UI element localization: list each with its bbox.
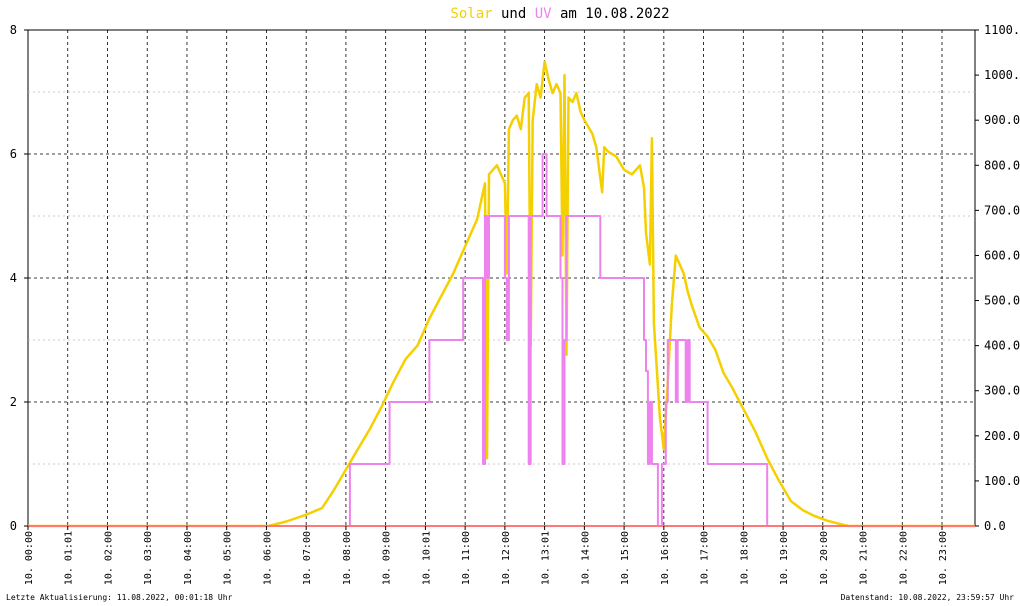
grid: [28, 30, 975, 526]
title-solar: Solar: [450, 6, 492, 22]
series-uv-line: [28, 153, 975, 527]
x-tick-label: 10. 23:00: [938, 531, 949, 585]
x-tick-label: 10. 09:00: [382, 531, 393, 585]
y-right-tick-label: 800.0: [984, 158, 1020, 172]
y-right-tick-label: 100.0: [984, 474, 1020, 488]
title-date: am 10.08.2022: [552, 6, 670, 22]
x-tick-label: 10. 00:00: [24, 531, 35, 585]
x-tick-label: 10. 13:01: [541, 531, 552, 585]
y-right-tick-label: 200.0: [984, 429, 1020, 443]
y-right-tick-label: 600.0: [984, 248, 1020, 262]
y-left-tick-label: 0: [10, 519, 17, 533]
x-tick-label: 10. 21:00: [859, 531, 870, 585]
x-tick-label: 10. 04:00: [183, 531, 194, 585]
x-tick-label: 10. 15:00: [620, 531, 631, 585]
title-uv: UV: [535, 6, 552, 22]
y-right-tick-label: 1100.0: [984, 23, 1020, 37]
y-right-tick-label: 500.0: [984, 294, 1020, 308]
x-tick-label: 10. 14:00: [580, 531, 591, 585]
x-tick-label: 10. 07:00: [302, 531, 313, 585]
y-left-tick-label: 2: [10, 395, 17, 409]
x-tick-label: 10. 03:00: [143, 531, 154, 585]
x-tick-label: 10. 01:01: [64, 531, 75, 585]
x-tick-label: 10. 20:00: [819, 531, 830, 585]
x-tick-label: 10. 02:00: [103, 531, 114, 585]
y-right-tick-label: 1000.0: [984, 68, 1020, 82]
last-update-text: Letzte Aktualisierung: 11.08.2022, 00:01…: [6, 593, 233, 602]
series-solar-line: [28, 60, 975, 528]
series-layer: [28, 60, 975, 528]
x-tick-label: 10. 11:00: [461, 531, 472, 585]
y-right-tick-label: 900.0: [984, 113, 1020, 127]
y-right-tick-label: 700.0: [984, 203, 1020, 217]
chart-title: Solar und UV am 10.08.2022: [450, 6, 669, 22]
y-left-tick-label: 6: [10, 147, 17, 161]
y-right-tick-label: 400.0: [984, 339, 1020, 353]
x-tick-label: 10. 05:00: [223, 531, 234, 585]
x-tick-label: 10. 17:00: [700, 531, 711, 585]
x-tick-label: 10. 18:00: [739, 531, 750, 585]
data-status-text: Datenstand: 10.08.2022, 23:59:57 Uhr: [840, 593, 1014, 602]
x-tick-label: 10. 10:01: [421, 531, 432, 585]
x-tick-label: 10. 06:00: [262, 531, 273, 585]
axes-layer: 10. 00:00 10. 01:01 10. 02:00 10. 03:00 10. …: [10, 23, 1020, 585]
x-tick-label: 10. 22:00: [898, 531, 909, 585]
y-right-tick-label: 300.0: [984, 384, 1020, 398]
solar-uv-chart: 10. 00:00 10. 01:01 10. 02:00 10. 03:00 10. …: [10, 6, 1020, 585]
x-tick-label: 10. 08:00: [342, 531, 353, 585]
x-tick-label: 10. 12:00: [501, 531, 512, 585]
y-left-tick-label: 8: [10, 23, 17, 37]
y-left-tick-label: 4: [10, 271, 17, 285]
x-tick-label: 10. 19:00: [779, 531, 790, 585]
x-tick-label: 10. 16:00: [660, 531, 671, 585]
title-und: und: [493, 6, 535, 22]
y-right-tick-label: 0.0: [984, 519, 1006, 533]
